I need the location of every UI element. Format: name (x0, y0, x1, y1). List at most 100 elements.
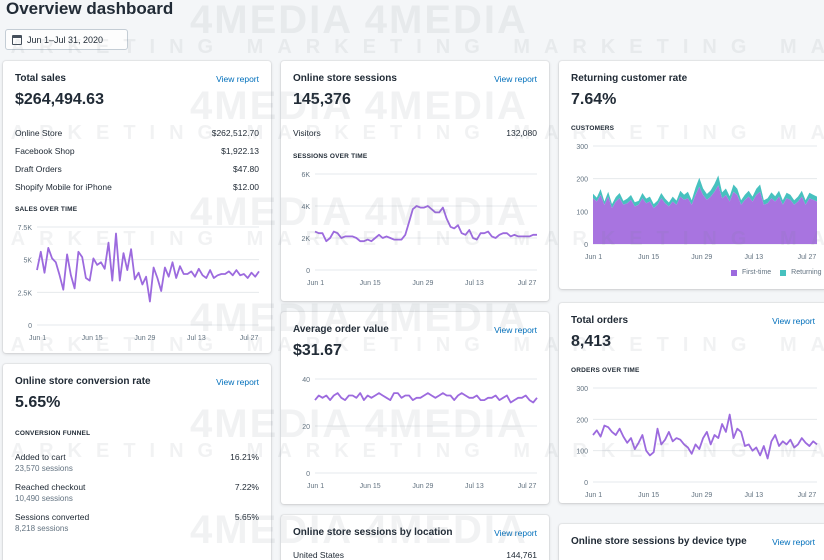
chart-label: SESSIONS OVER TIME (293, 153, 368, 160)
y-tick-label: 6K (301, 172, 310, 179)
x-tick-label: Jul 27 (518, 483, 537, 490)
customers-chart: 300 200 100 0 Jun 1 Jun 15 Jun 29 Jul 13 Jul 27 (576, 144, 817, 261)
view-report-link[interactable]: View report (494, 74, 537, 84)
total-orders-value: 8,413 (571, 333, 612, 350)
sessions-by-device-card: Online store sessions by device type Vie… (559, 524, 824, 560)
card-title: Online store sessions (293, 73, 397, 84)
funnel-row: Added to cart 23,570 sessions 16.21% (15, 452, 259, 473)
x-tick-label: Jun 1 (307, 483, 324, 490)
breakdown-row: Draft Orders $47.80 (15, 164, 259, 174)
x-tick-label: Jun 29 (412, 483, 433, 490)
y-tick-label: 0 (584, 242, 588, 249)
x-tick-label: Jun 15 (82, 335, 103, 342)
card-title: Average order value (293, 324, 389, 335)
watermark-text: 4MEDIA 4MEDIA (190, 0, 528, 42)
x-tick-label: Jun 29 (691, 254, 712, 261)
view-report-link[interactable]: View report (216, 377, 259, 387)
sessions-by-location-card: Online store sessions by location View r… (281, 515, 549, 560)
y-tick-label: 5K (23, 258, 32, 265)
legend-swatch (731, 269, 737, 276)
series-area-first-time (593, 185, 817, 244)
x-tick-label: Jun 15 (638, 492, 659, 499)
view-report-link[interactable]: View report (772, 316, 815, 326)
funnel-row: Reached checkout 10,490 sessions 7.22% (15, 482, 259, 503)
legend-swatch (780, 269, 787, 276)
x-tick-label: Jul 27 (518, 280, 537, 287)
y-tick-label: 300 (576, 144, 588, 151)
card-title: Returning customer rate (571, 73, 688, 84)
y-tick-label: 20 (302, 424, 310, 431)
returning-customer-card: Returning customer rate 7.64% CUSTOMERS … (559, 61, 824, 289)
legend-label: Returning (791, 269, 822, 276)
x-tick-label: Jun 29 (691, 492, 712, 499)
x-tick-label: Jun 15 (360, 483, 381, 490)
date-range-label: Jun 1–Jul 31, 2020 (27, 34, 104, 45)
x-tick-label: Jul 27 (798, 254, 817, 261)
location-row: United States 144,761 (293, 550, 537, 560)
card-title: Online store sessions by device type (571, 536, 747, 547)
series-area-returning (593, 175, 817, 209)
x-tick-label: Jun 1 (585, 254, 602, 261)
breakdown-row: Facebook Shop $1,922.13 (15, 146, 259, 156)
card-title: Online store conversion rate (15, 376, 151, 387)
x-tick-label: Jul 13 (465, 280, 484, 287)
total-orders-card: Total orders View report 8,413 ORDERS OV… (559, 303, 824, 503)
card-title: Total orders (571, 315, 629, 326)
x-tick-label: Jul 13 (187, 335, 206, 342)
y-tick-label: 2.5K (18, 290, 33, 297)
breakdown-row: Online Store $262,512.70 (15, 128, 259, 138)
series-line (36, 232, 260, 303)
x-tick-label: Jul 13 (465, 483, 484, 490)
page-title: Overview dashboard (6, 0, 174, 18)
funnel-row: Sessions converted 8,218 sessions 5.65% (15, 512, 259, 533)
total-sales-card: Total sales View report $264,494.63 Onli… (3, 61, 271, 353)
x-tick-label: Jun 1 (29, 335, 46, 342)
sales-over-time-chart: 7.5K 5K 2.5K 0 Jun 1 Jun 15 Jun 29 Jul 13 Jul 27 (18, 225, 260, 342)
calendar-icon (12, 34, 22, 45)
view-report-link[interactable]: View report (494, 325, 537, 335)
y-tick-label: 40 (302, 377, 310, 384)
card-title: Online store sessions by location (293, 527, 453, 538)
x-tick-label: Jun 29 (412, 280, 433, 287)
breakdown-row: Shopify Mobile for iPhone $12.00 (15, 182, 259, 192)
y-tick-label: 0 (584, 480, 588, 487)
orders-over-time-chart: 300 200 100 0 Jun 1 Jun 15 Jun 29 Jul 13 Jul 27 (576, 386, 818, 499)
y-tick-label: 4K (301, 204, 310, 211)
x-tick-label: Jul 13 (744, 254, 763, 261)
total-sales-value: $264,494.63 (15, 91, 104, 108)
sessions-value: 145,376 (293, 91, 351, 108)
y-tick-label: 0 (306, 471, 310, 478)
average-order-value-chart: 40 20 0 Jun 1 Jun 15 Jun 29 Jul 13 Jul 27 (302, 377, 538, 490)
view-report-link[interactable]: View report (772, 537, 815, 547)
y-tick-label: 300 (576, 386, 588, 393)
x-tick-label: Jun 1 (585, 492, 602, 499)
x-tick-label: Jun 15 (638, 254, 659, 261)
conversion-rate-card: Online store conversion rate View report… (3, 364, 271, 560)
average-order-value-card: Average order value View report $31.67 4… (281, 312, 549, 504)
card-title: Total sales (15, 73, 66, 84)
breakdown-row: Visitors 132,080 (293, 128, 537, 138)
sessions-card: Online store sessions View report 145,37… (281, 61, 549, 301)
sessions-over-time-chart: 6K 4K 2K 0 Jun 1 Jun 15 Jun 29 Jul 13 Jul 27 (301, 172, 537, 287)
x-tick-label: Jul 27 (240, 335, 259, 342)
y-tick-label: 0 (28, 323, 32, 330)
x-tick-label: Jun 15 (360, 280, 381, 287)
x-tick-label: Jun 29 (134, 335, 155, 342)
chart-label: ORDERS OVER TIME (571, 367, 640, 374)
view-report-link[interactable]: View report (216, 74, 259, 84)
aov-value: $31.67 (293, 342, 342, 359)
returning-rate-value: 7.64% (571, 91, 617, 108)
y-tick-label: 7.5K (18, 225, 33, 232)
x-tick-label: Jul 27 (798, 492, 817, 499)
y-tick-label: 200 (576, 417, 588, 424)
x-tick-label: Jun 1 (307, 280, 324, 287)
x-tick-label: Jul 13 (744, 492, 763, 499)
date-range-button[interactable]: Jun 1–Jul 31, 2020 (5, 29, 128, 50)
view-report-link[interactable]: View report (494, 528, 537, 538)
y-tick-label: 2K (301, 236, 310, 243)
chart-legend: First-time Returning (731, 269, 822, 276)
conversion-rate-value: 5.65% (15, 394, 61, 411)
legend-label: First-time (742, 269, 772, 276)
y-tick-label: 0 (306, 268, 310, 275)
y-tick-label: 200 (576, 177, 588, 184)
